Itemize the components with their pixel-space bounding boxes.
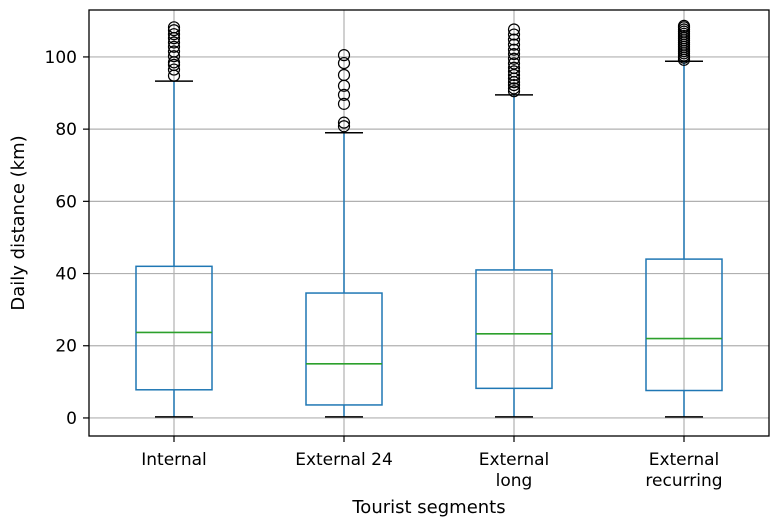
iqr-box: [645, 258, 723, 392]
y-tick-label: 40: [55, 265, 77, 285]
outlier-point: [507, 61, 521, 74]
outlier-point: [507, 57, 521, 70]
y-tick-label: 100: [45, 48, 77, 68]
outlier-point: [337, 120, 351, 133]
box-group: [135, 21, 213, 418]
outlier-point: [337, 68, 351, 82]
outlier-point: [167, 63, 181, 76]
outlier-point: [167, 21, 181, 34]
outlier-point: [337, 88, 351, 101]
y-tick-label: 60: [55, 192, 77, 212]
iqr-box: [475, 269, 553, 390]
box-layer: [135, 19, 723, 418]
outlier-point: [507, 47, 521, 61]
outlier-point: [167, 45, 181, 58]
x-tick-label: External 24: [295, 450, 393, 470]
x-tick-label: long: [496, 471, 533, 491]
iqr-box: [135, 265, 213, 391]
outlier-point: [337, 116, 351, 129]
outlier-point: [507, 23, 521, 36]
outlier-point: [167, 50, 181, 63]
outlier-point: [507, 28, 521, 41]
outlier-point: [337, 97, 351, 110]
y-tick-label: 20: [55, 337, 77, 357]
y-axis-label: Daily distance (km): [8, 135, 29, 310]
grid-layer: [89, 10, 769, 436]
outlier-point: [507, 43, 521, 56]
x-tick-label: recurring: [645, 471, 722, 491]
y-tick-label: 0: [66, 409, 77, 429]
outlier-point: [337, 49, 351, 62]
outlier-point: [507, 38, 521, 51]
plot-frame: [88, 9, 770, 437]
outlier-point: [167, 24, 181, 37]
outlier-point: [337, 56, 351, 70]
x-tick-label: Internal: [141, 450, 207, 470]
outlier-point: [507, 65, 521, 78]
x-tick-label: External: [479, 450, 550, 470]
y-tick-label: 80: [55, 120, 77, 140]
outlier-point: [507, 52, 521, 65]
box-group: [645, 19, 723, 418]
outlier-point: [167, 40, 181, 53]
iqr-box: [305, 292, 383, 406]
outlier-point: [677, 19, 691, 32]
box-group: [305, 49, 383, 418]
x-axis-label: Tourist segments: [351, 497, 505, 518]
outlier-point: [167, 36, 181, 49]
outlier-point: [167, 28, 181, 41]
outlier-point: [507, 78, 521, 92]
outlier-point: [507, 85, 521, 98]
outlier-point: [507, 82, 521, 95]
box-group: [475, 23, 553, 418]
x-tick-label: External: [649, 450, 720, 470]
outlier-point: [507, 33, 521, 46]
